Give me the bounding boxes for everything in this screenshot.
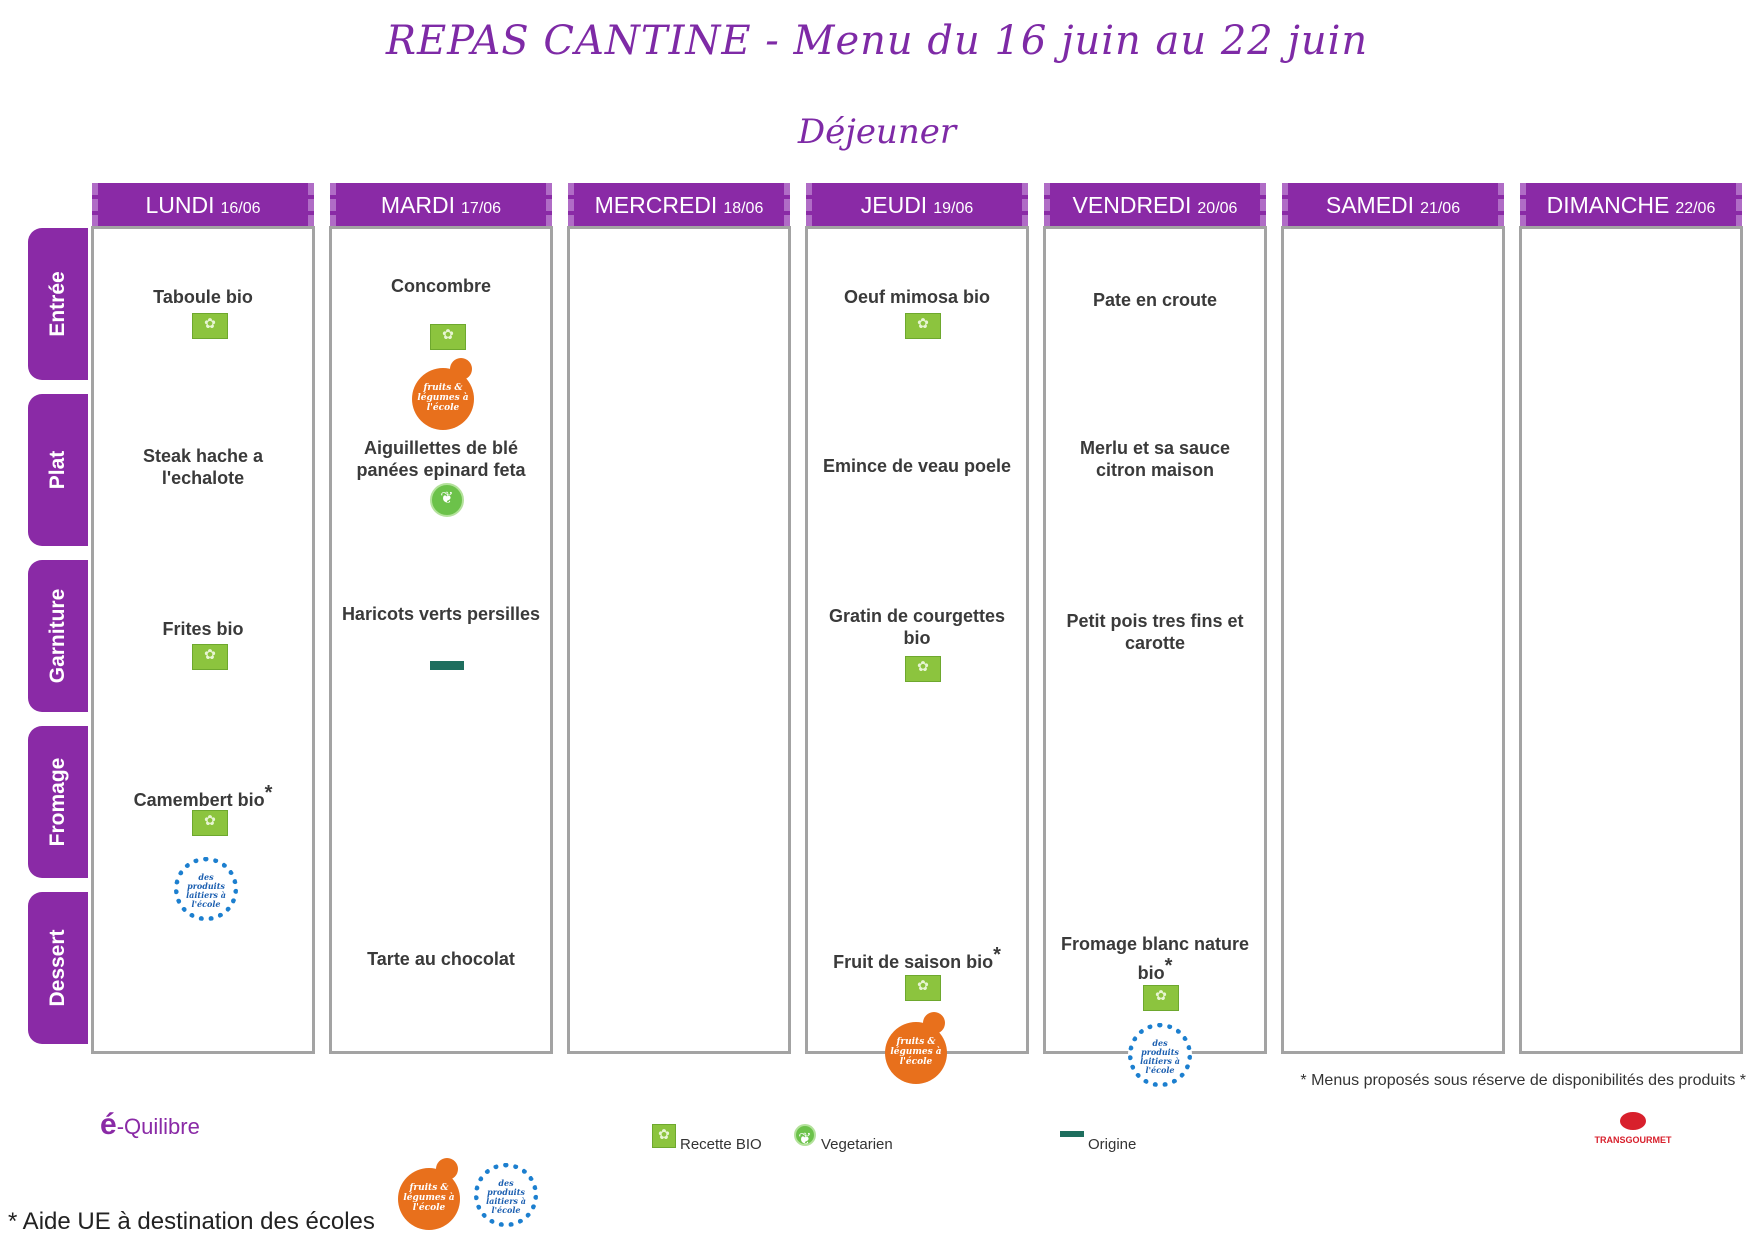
day-column-jeudi [805, 226, 1029, 1054]
origin-icon [430, 661, 464, 670]
legend-bio-icon [652, 1124, 676, 1148]
page-title: REPAS CANTINE - Menu du 16 juin au 22 ju… [385, 18, 1369, 64]
day-column-mercredi [567, 226, 791, 1054]
transgourmet-logo-icon: TRANSGOURMET [1588, 1112, 1678, 1148]
row-tab-plat: Plat [28, 394, 88, 546]
menu-item: Pate en croute [1092, 290, 1218, 310]
dairy-school-logo-icon: des produits laitiers à l'école [474, 1163, 538, 1227]
menu-item: Gratin de courgettes bio [828, 606, 1006, 648]
bio-label-icon [905, 975, 941, 1001]
day-column-samedi [1281, 226, 1505, 1054]
vegetarian-icon [430, 483, 464, 517]
bio-label-icon [1143, 985, 1179, 1011]
bio-label-icon [905, 656, 941, 682]
menu-item: Concombre [390, 276, 491, 296]
row-tab-garniture: Garniture [28, 560, 88, 712]
day-column-lundi [91, 226, 315, 1054]
fruit-school-logo-icon: fruits & légumes à l'école [412, 358, 474, 430]
row-tab-fromage: Fromage [28, 726, 88, 878]
menu-item: Taboule bio [153, 287, 253, 307]
availability-note: * Menus proposés sous réserve de disponi… [1300, 1072, 1746, 1089]
fruit-school-logo-icon: fruits & légumes à l'école [398, 1158, 460, 1230]
bio-label-icon [192, 644, 228, 670]
legend-vegetarian-label: Vegetarien [821, 1136, 893, 1153]
legend-vegetarian-icon [794, 1124, 816, 1149]
meal-subtitle: Déjeuner [797, 112, 957, 152]
row-tab-entree: Entrée [28, 228, 88, 380]
day-column-dimanche [1519, 226, 1743, 1054]
menu-item: Merlu et sa sauce citron maison [1079, 438, 1231, 480]
legend-origin-label: Origine [1088, 1136, 1137, 1153]
day-header-dimanche: DIMANCHE 22/06 [1520, 183, 1742, 227]
row-tab-dessert: Dessert [28, 892, 88, 1044]
day-header-samedi: SAMEDI 21/06 [1282, 183, 1504, 227]
day-column-vendredi [1043, 226, 1267, 1054]
fruit-school-logo-icon: fruits & légumes à l'école [885, 1012, 947, 1084]
menu-item: Fromage blanc nature bio* [1060, 934, 1250, 983]
day-header-lundi: LUNDI 16/06 [92, 183, 314, 227]
bio-label-icon [192, 313, 228, 339]
menu-item: Aiguillettes de blé panées epinard feta [356, 438, 526, 480]
day-header-jeudi: JEUDI 19/06 [806, 183, 1028, 227]
day-header-mercredi: MERCREDI 18/06 [568, 183, 790, 227]
legend-bio-label: Recette BIO [680, 1136, 762, 1153]
menu-item: Emince de veau poele [822, 456, 1012, 476]
menu-item: Frites bio [162, 619, 244, 639]
dairy-school-logo-icon: des produits laitiers à l'école [1128, 1023, 1192, 1087]
day-header-mardi: MARDI 17/06 [330, 183, 552, 227]
menu-item: Camembert bio* [133, 782, 273, 810]
menu-item: Haricots verts persilles [341, 604, 541, 624]
menu-item: Petit pois tres fins et carotte [1066, 611, 1244, 653]
bio-label-icon [430, 324, 466, 350]
day-header-vendredi: VENDREDI 20/06 [1044, 183, 1266, 227]
menu-item: Fruit de saison bio* [833, 944, 1001, 972]
menu-item: Steak hache a l'echalote [142, 446, 264, 488]
equilibre-logo-icon: é-Quilibre [100, 1108, 200, 1141]
day-column-mardi [329, 226, 553, 1054]
bio-label-icon [905, 313, 941, 339]
legend-origin-icon [1060, 1131, 1084, 1137]
bio-label-icon [192, 810, 228, 836]
dairy-school-logo-icon: des produits laitiers à l'école [174, 857, 238, 921]
menu-item: Tarte au chocolat [367, 949, 515, 969]
menu-item: Oeuf mimosa bio [843, 287, 991, 307]
eu-aid-note: * Aide UE à destination des écoles [8, 1208, 375, 1235]
